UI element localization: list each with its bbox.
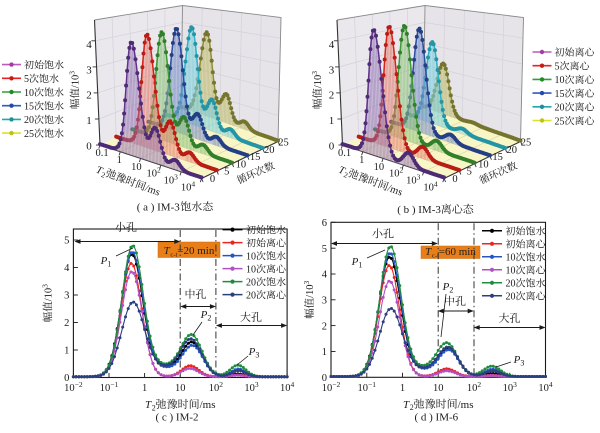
svg-text:( b ) IM-3: ( b ) IM-3: [397, 204, 441, 216]
svg-text:15: 15: [24, 102, 34, 113]
svg-text:0.1: 0.1: [95, 148, 108, 159]
svg-text:20: 20: [246, 277, 256, 288]
svg-text:3: 3: [40, 284, 49, 288]
svg-text:=60 min: =60 min: [439, 246, 477, 258]
svg-text:20: 20: [24, 115, 34, 126]
svg-text:0: 0: [86, 141, 92, 153]
svg-text:10: 10: [478, 159, 489, 170]
svg-text:25: 25: [555, 116, 565, 127]
svg-text:20: 20: [506, 279, 516, 290]
svg-text:2: 2: [329, 90, 335, 102]
svg-text:25: 25: [24, 129, 34, 140]
svg-text:3: 3: [302, 281, 311, 285]
svg-text:2: 2: [64, 318, 69, 329]
svg-text:2: 2: [410, 403, 414, 412]
svg-text:/10: /10: [43, 288, 54, 301]
svg-text:4: 4: [322, 270, 328, 281]
svg-text:10: 10: [236, 159, 247, 170]
svg-text:0: 0: [322, 373, 327, 384]
svg-text:1: 1: [117, 155, 122, 166]
svg-text:10: 10: [374, 162, 385, 173]
svg-text:3: 3: [310, 71, 319, 75]
svg-text:/10: /10: [313, 75, 324, 88]
svg-text:3: 3: [322, 296, 327, 307]
svg-text:/10: /10: [71, 75, 82, 88]
svg-text:15: 15: [555, 89, 565, 100]
svg-text:3: 3: [64, 291, 69, 302]
svg-text:20: 20: [264, 145, 275, 156]
svg-text:/ms: /ms: [200, 399, 216, 411]
svg-text:1: 1: [400, 383, 405, 394]
svg-text:10: 10: [175, 383, 186, 394]
svg-text:0: 0: [452, 174, 457, 185]
svg-text:2: 2: [322, 321, 327, 332]
svg-text:1: 1: [86, 115, 92, 127]
svg-text:( d ) IM-6: ( d ) IM-6: [414, 411, 458, 423]
svg-text:5: 5: [467, 167, 472, 178]
svg-text:3: 3: [68, 71, 77, 75]
svg-text:25: 25: [278, 138, 289, 149]
svg-text:4: 4: [64, 263, 70, 274]
svg-text:20: 20: [555, 103, 565, 114]
svg-text:10: 10: [246, 264, 256, 275]
svg-text:/ms: /ms: [458, 399, 474, 411]
svg-text:0: 0: [64, 373, 69, 384]
svg-text:25: 25: [521, 138, 532, 149]
svg-text:10: 10: [506, 266, 516, 277]
svg-text:20: 20: [246, 290, 256, 301]
svg-text:15: 15: [250, 152, 261, 163]
svg-text:3: 3: [86, 64, 92, 76]
svg-text:10: 10: [246, 251, 256, 262]
svg-text:0: 0: [210, 174, 215, 185]
svg-text:5: 5: [224, 167, 229, 178]
svg-text:1: 1: [142, 383, 147, 394]
svg-text:10: 10: [433, 383, 444, 394]
svg-text:4: 4: [86, 39, 92, 51]
svg-text:=20 min: =20 min: [177, 245, 215, 257]
svg-text:/10: /10: [305, 284, 316, 297]
svg-text:0.1: 0.1: [338, 148, 351, 159]
svg-text:10: 10: [555, 75, 565, 86]
svg-text:15: 15: [492, 152, 503, 163]
svg-text:3: 3: [329, 64, 335, 76]
svg-text:10: 10: [506, 253, 516, 264]
svg-text:( a ) IM-3: ( a ) IM-3: [137, 202, 181, 214]
svg-text:10: 10: [131, 162, 142, 173]
svg-text:4: 4: [329, 39, 335, 51]
svg-text:10: 10: [24, 88, 34, 99]
svg-text:1: 1: [359, 155, 364, 166]
svg-text:( c ) IM-2: ( c ) IM-2: [155, 412, 198, 424]
svg-text:20: 20: [507, 145, 518, 156]
svg-text:2: 2: [86, 90, 92, 102]
svg-text:5: 5: [24, 74, 29, 85]
svg-text:0: 0: [329, 141, 335, 153]
svg-text:1: 1: [64, 346, 69, 357]
svg-text:1: 1: [322, 347, 327, 358]
svg-text:20: 20: [506, 292, 516, 303]
svg-text:5: 5: [64, 236, 69, 247]
svg-text:5: 5: [322, 244, 327, 255]
svg-text:1: 1: [329, 115, 335, 127]
svg-text:6: 6: [322, 218, 327, 229]
svg-text:5: 5: [555, 62, 560, 73]
